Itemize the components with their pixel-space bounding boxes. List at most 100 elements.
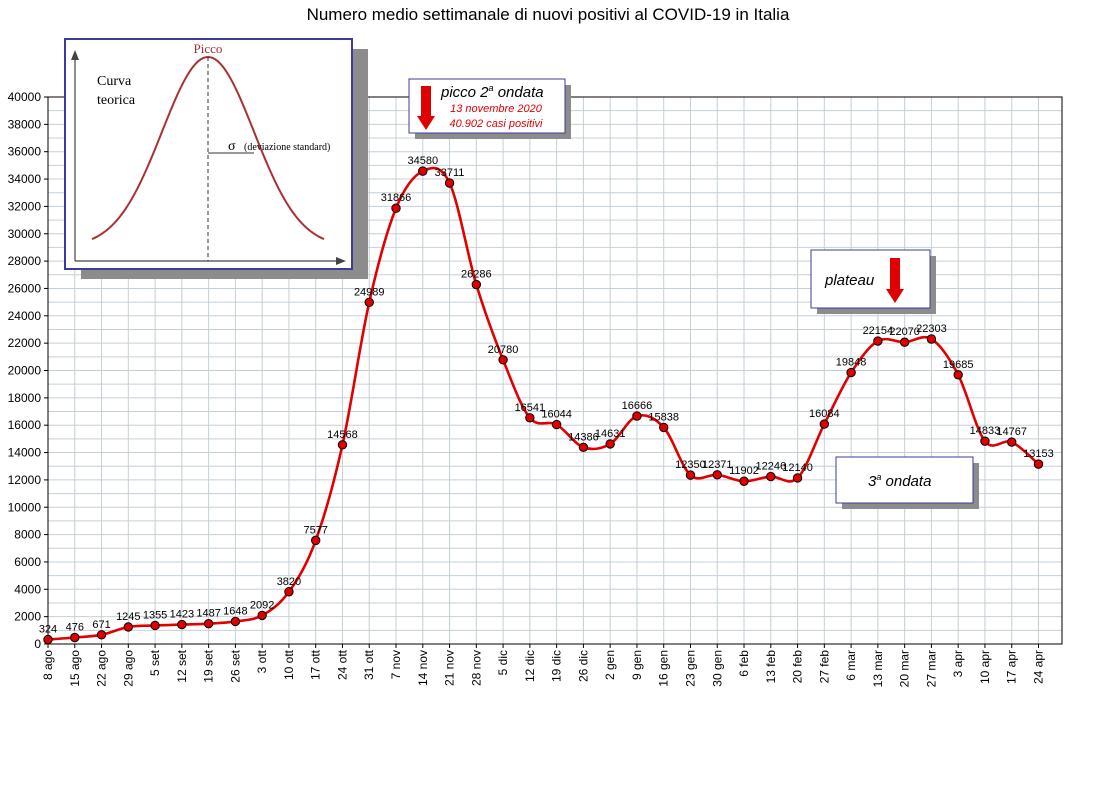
annotation-box — [835, 456, 974, 504]
y-tick-label: 28000 — [8, 254, 42, 268]
y-tick-label: 2000 — [14, 610, 41, 624]
x-tick-label: 26 set — [228, 649, 242, 682]
x-tick-label: 17 ott — [309, 649, 323, 680]
data-label: 7577 — [303, 524, 327, 536]
data-label: 2092 — [250, 599, 274, 611]
x-tick-label: 5 dic — [496, 650, 510, 675]
data-label: 14833 — [970, 425, 1001, 437]
x-tick-label: 3 apr — [951, 650, 965, 677]
data-label: 1423 — [170, 609, 194, 621]
down-arrow-icon — [886, 258, 904, 303]
x-tick-label: 13 mar — [871, 650, 885, 687]
x-tick-label: 8 ago — [41, 650, 55, 680]
x-tick-label: 12 dic — [523, 650, 537, 682]
inset-y-arrow-icon — [71, 50, 79, 60]
data-point — [980, 436, 990, 446]
x-tick-label: 3 ott — [255, 649, 269, 673]
x-tick-label: 24 ott — [335, 649, 349, 680]
data-point — [471, 279, 482, 290]
data-point — [873, 336, 883, 346]
data-label: 1245 — [116, 611, 140, 623]
y-tick-label: 0 — [34, 637, 41, 651]
inset-theoretical-curve: Curva teorica Picco σ (deviazione standard) — [64, 38, 368, 279]
x-tick-label: 14 nov — [416, 650, 430, 686]
data-label: 671 — [92, 619, 110, 631]
data-point — [1007, 437, 1017, 447]
data-label: 34580 — [407, 155, 438, 167]
annotation-third-wave: 3a ondata — [835, 456, 979, 509]
data-label: 14631 — [595, 428, 626, 440]
y-tick-label: 6000 — [14, 555, 41, 569]
data-point — [551, 419, 562, 430]
data-label: 31866 — [381, 192, 412, 204]
annotation-title-rest: ondata — [494, 84, 544, 101]
data-label: 16084 — [809, 408, 840, 420]
x-tick-label: 2 gen — [603, 650, 617, 680]
data-point — [337, 440, 348, 450]
data-label: 12140 — [782, 462, 813, 474]
annotation-plateau: plateau — [810, 249, 936, 314]
x-tick-label: 27 mar — [924, 650, 938, 687]
x-tick-label: 15 ago — [68, 650, 82, 687]
annotation-box — [810, 249, 931, 309]
data-label: 22154 — [863, 325, 894, 337]
y-tick-label: 12000 — [8, 473, 42, 487]
data-label: 3820 — [277, 576, 301, 588]
data-point — [605, 439, 615, 449]
data-label: 26286 — [461, 269, 492, 281]
data-point — [203, 618, 214, 629]
y-tick-label: 38000 — [8, 117, 42, 131]
data-label: 12246 — [755, 461, 786, 473]
data-label: 22303 — [916, 323, 947, 335]
data-point — [364, 297, 374, 307]
data-label: 16044 — [541, 409, 572, 421]
data-point — [150, 620, 160, 631]
data-point — [444, 178, 455, 188]
y-tick-label: 34000 — [8, 172, 42, 186]
inset-frame — [64, 38, 353, 270]
x-tick-label: 27 feb — [817, 650, 831, 684]
x-tick-label: 9 gen — [630, 650, 644, 680]
inset-peak-label: Picco — [194, 41, 223, 56]
x-tick-label: 10 apr — [978, 650, 992, 684]
data-label: 324 — [39, 624, 57, 636]
data-point — [70, 632, 80, 643]
data-label: 22070 — [889, 326, 920, 338]
data-point — [311, 535, 321, 546]
inset-title-line1: Curva — [97, 74, 132, 89]
data-point — [96, 630, 107, 640]
data-label: 12350 — [675, 459, 706, 471]
y-tick-label: 20000 — [8, 364, 42, 378]
x-tick-label: 28 nov — [469, 650, 483, 686]
third-wave-number: 3 — [868, 473, 877, 490]
data-label: 15838 — [648, 411, 679, 423]
y-tick-label: 8000 — [14, 528, 41, 542]
data-label: 11902 — [729, 465, 759, 477]
data-label: 1487 — [196, 608, 220, 620]
data-point — [766, 471, 776, 482]
data-point — [43, 634, 53, 645]
data-label: 1648 — [223, 605, 247, 617]
data-label: 14386 — [568, 431, 599, 443]
inset-sigma-label: (deviazione standard) — [244, 142, 330, 153]
data-point — [712, 470, 722, 480]
data-point — [177, 619, 187, 630]
data-label: 16541 — [515, 402, 546, 414]
third-wave-sup: a — [876, 472, 881, 482]
annotation-peak-second-wave: picco 2a ondata 13 novembre 2020 40.902 ca… — [408, 78, 571, 139]
data-label: 20780 — [488, 344, 519, 356]
data-point — [498, 355, 508, 365]
x-tick-label: 17 apr — [1005, 650, 1019, 684]
annotation-cases: 40.902 casi positivi — [450, 118, 543, 130]
y-tick-label: 4000 — [14, 582, 41, 596]
x-tick-label: 26 dic — [576, 650, 590, 682]
x-tick-label: 6 mar — [844, 650, 858, 681]
y-tick-label: 36000 — [8, 145, 42, 159]
x-tick-label: 20 mar — [898, 650, 912, 687]
x-tick-label: 24 apr — [1031, 650, 1045, 684]
data-point — [525, 413, 535, 423]
annotation-title-main: picco 2 — [440, 84, 489, 101]
data-label: 19685 — [943, 359, 974, 371]
